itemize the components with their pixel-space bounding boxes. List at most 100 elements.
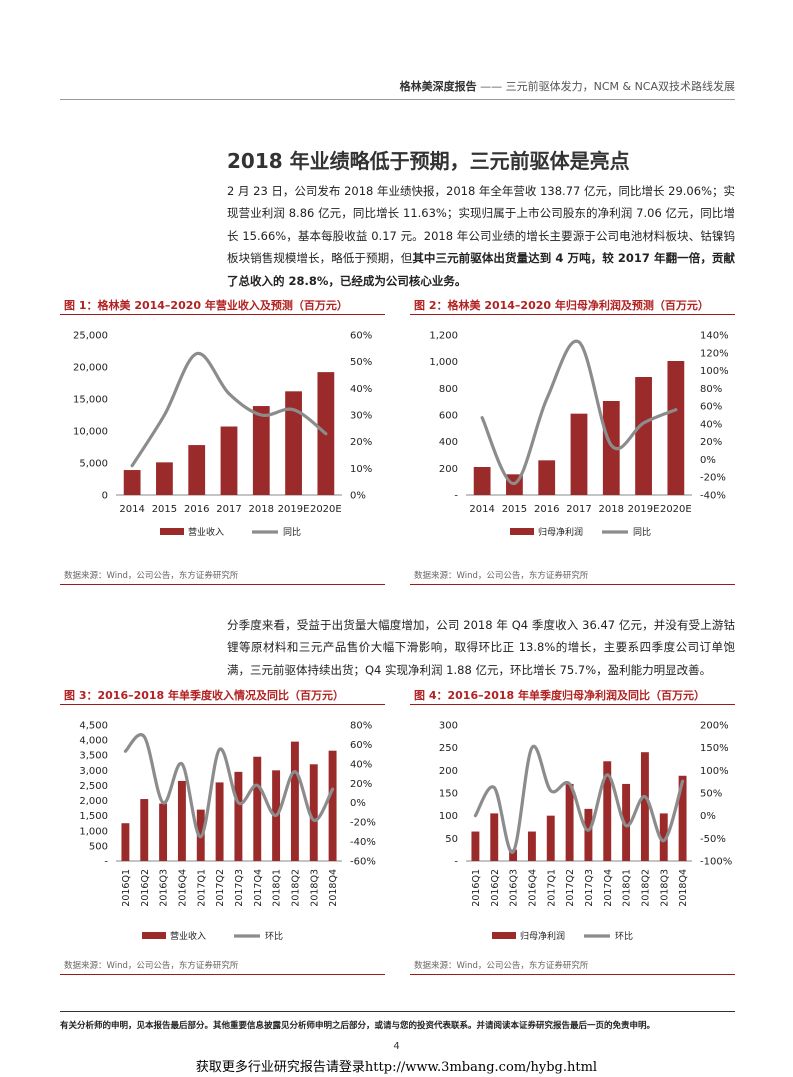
y-right-tick-label: 30% (350, 411, 372, 422)
y-right-tick-label: 150% (700, 743, 729, 754)
bar (490, 813, 499, 861)
x-tick-label: 2017Q2 (215, 869, 226, 907)
figure-1-title: 图 1：格林美 2014–2020 年营业收入及预测（百万元） (60, 295, 385, 315)
x-tick-label: 2018Q2 (290, 869, 301, 907)
y-left-tick-label: 300 (439, 721, 458, 732)
x-tick-label: 2019E (628, 504, 660, 515)
x-tick-label: 2016 (534, 504, 559, 515)
y-right-tick-label: -50% (700, 834, 726, 845)
x-tick-label: 2016Q1 (471, 869, 482, 907)
y-right-tick-label: 0% (700, 811, 716, 822)
y-right-tick-label: 50% (350, 357, 372, 368)
x-tick-label: 2015 (502, 504, 527, 515)
header-text: 格林美深度报告 —— 三元前驱体发力，NCM & NCA双技术路线发展 (400, 78, 735, 94)
y-left-tick-label: 5,000 (79, 459, 108, 470)
figure-4-source: 数据来源：Wind，公司公告，东方证券研究所 (410, 959, 735, 975)
y-left-tick-label: 250 (439, 743, 458, 754)
figure-2-source: 数据来源：Wind，公司公告，东方证券研究所 (410, 569, 735, 585)
x-tick-label: 2017Q3 (584, 869, 595, 907)
x-tick-label: 2016Q4 (527, 869, 538, 907)
paragraph-annual-highlight: 其中三元前驱体出货量达到 4 万吨，较 2017 年翻一倍，贡献了总收入的 28… (227, 251, 735, 288)
y-left-tick-label: 100 (439, 811, 458, 822)
bar (640, 752, 649, 861)
analyst-disclaimer: 有关分析师的申明，见本报告最后部分。其他重要信息披露见分析师申明之后部分，或请与… (60, 1011, 735, 1031)
x-tick-label: 2015 (152, 504, 177, 515)
y-right-tick-label: 100% (700, 766, 729, 777)
paragraph-annual-text: 2 月 23 日，公司发布 2018 年业绩快报，2018 年全年营收 138.… (227, 184, 735, 266)
x-tick-label: 2020E (310, 504, 342, 515)
figure-3-title: 图 3：2016–2018 年单季度收入情况及同比（百万元） (60, 685, 385, 705)
y-left-tick-label: 1,000 (429, 357, 458, 368)
legend-bar-swatch (142, 932, 166, 939)
y-right-tick-label: 80% (700, 384, 722, 395)
footer-link[interactable]: 获取更多行业研究报告请登录http://www.3mbang.com/hybg.… (195, 1060, 598, 1075)
y-left-tick-label: 0 (102, 491, 108, 502)
y-right-tick-label: 40% (700, 419, 722, 430)
bar (156, 462, 173, 495)
legend-line-label: 同比 (283, 526, 301, 538)
y-left-tick-label: 4,500 (79, 721, 108, 732)
y-left-tick-label: 50 (445, 834, 458, 845)
figure-2: 图 2：格林美 2014–2020 年归母净利润及预测（百万元） - 200 400… (410, 295, 735, 585)
x-tick-label: 2017 (566, 504, 591, 515)
bar (328, 750, 337, 861)
bar (584, 808, 593, 861)
bar (188, 445, 206, 495)
x-tick-label: 2017Q3 (234, 869, 245, 907)
y-right-tick-label: 0% (700, 455, 716, 466)
x-tick-label: 2016Q1 (121, 869, 132, 907)
y-left-tick-label: 3,000 (79, 766, 108, 777)
bar (603, 761, 612, 861)
x-tick-label: 2018 (599, 504, 624, 515)
bar (527, 831, 536, 861)
bar (622, 783, 631, 861)
x-tick-label: 2016 (184, 504, 209, 515)
y-right-tick-label: 120% (700, 348, 729, 359)
figure-1-chart: 0 5,000 10,000 15,000 20,000 25,000 0% 10% 20% 30… (73, 331, 372, 539)
y-left-tick-label: 1,000 (79, 826, 108, 837)
y-left-tick-label: 15,000 (73, 395, 108, 406)
y-right-tick-label: 60% (700, 402, 722, 413)
y-left-tick-label: - (104, 857, 108, 868)
y-left-tick-label: 200 (439, 464, 458, 475)
paragraph-quarterly: 分季度来看，受益于出货量大幅度增加，公司 2018 年 Q4 季度收入 36.4… (227, 618, 735, 677)
x-tick-label: 2017 (216, 504, 241, 515)
legend-bar-label: 营业收入 (188, 526, 224, 538)
legend-bar-label: 营业收入 (170, 930, 206, 942)
y-right-tick-label: 60% (350, 740, 372, 751)
x-tick-label: 2016Q3 (159, 869, 170, 907)
bar (473, 467, 491, 495)
figure-2-title: 图 2：格林美 2014–2020 年归母净利润及预测（百万元） (410, 295, 735, 315)
x-tick-label: 2017Q4 (603, 869, 614, 907)
bar (309, 764, 318, 861)
y-left-tick-label: 25,000 (73, 331, 108, 342)
x-tick-label: 2014 (119, 504, 144, 515)
y-right-tick-label: -20% (700, 473, 726, 484)
x-tick-label: 2017Q4 (253, 869, 264, 907)
x-tick-label: 2018Q2 (640, 869, 651, 907)
y-left-tick-label: - (454, 491, 458, 502)
bar (678, 775, 687, 861)
y-right-tick-label: -40% (350, 837, 376, 848)
figure-4: 图 4：2016–2018 年单季度归母净利润及同比（百万元） - 50 100 15… (410, 685, 735, 975)
x-tick-label: 2018Q1 (272, 869, 283, 907)
y-right-tick-label: 200% (700, 721, 729, 732)
header-report-name: 格林美深度报告 (399, 80, 477, 93)
bar (471, 831, 480, 861)
y-left-tick-label: 20,000 (73, 363, 108, 374)
legend-line-label: 环比 (615, 930, 633, 942)
y-left-tick-label: 400 (439, 437, 458, 448)
y-left-tick-label: 1,200 (429, 331, 458, 342)
y-right-tick-label: 10% (350, 464, 372, 475)
x-tick-label: 2018Q3 (659, 869, 670, 907)
paragraph-annual-results: 2 月 23 日，公司发布 2018 年业绩快报，2018 年全年营收 138.… (227, 180, 735, 292)
y-right-tick-label: 40% (350, 384, 372, 395)
legend-bar-swatch (492, 932, 516, 939)
series-line (123, 733, 335, 839)
y-right-tick-label: 0% (350, 491, 366, 502)
y-right-tick-label: -40% (700, 491, 726, 502)
y-right-tick-label: 140% (700, 331, 729, 342)
y-left-tick-label: 3,500 (79, 751, 108, 762)
y-left-tick-label: 500 (89, 841, 108, 852)
bar (215, 782, 224, 861)
